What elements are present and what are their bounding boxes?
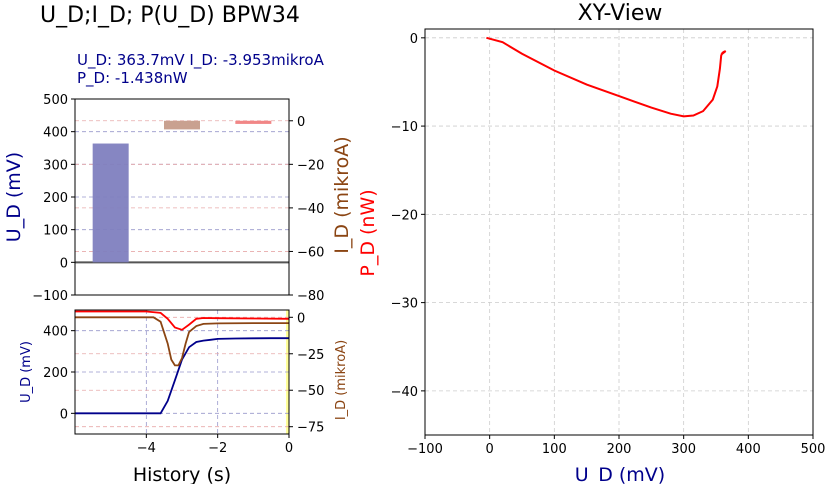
history-grid	[75, 310, 290, 434]
xy-x-tick-label-4: 300	[671, 442, 696, 457]
history-xlabel: History (s)	[133, 464, 231, 484]
xy-x-tick-label-0: −100	[407, 442, 443, 457]
bar-P_D	[235, 120, 272, 124]
history-x-tick-label-1: −2	[208, 441, 227, 456]
bar-left-tick-label-0: −100	[32, 289, 68, 304]
history-left-tick-label-1: 200	[43, 366, 68, 381]
xy-y-ticks: −40 −30 −20 −10 0	[391, 32, 425, 400]
xy-title: XY-View	[578, 1, 663, 26]
history-left-ticks: 0 200 400	[43, 325, 75, 422]
history-lines	[75, 310, 290, 415]
xy-y-tick-label-2: −20	[391, 208, 418, 223]
bar-left-tick-label-4: 300	[43, 158, 68, 173]
bar-right-tick-label-2: −40	[297, 202, 324, 217]
bar-left-tick-label-1: 0	[60, 256, 68, 271]
history-right-tick-label-3: 0	[297, 311, 305, 326]
history-right-tick-label-2: −25	[297, 348, 324, 363]
history-x-tick-label-2: 0	[285, 441, 293, 456]
readout-line2: P_D: -1.438nW	[77, 69, 188, 88]
xy-xlabel: U_D (mV)	[575, 464, 665, 484]
history-line-P_D	[75, 310, 290, 331]
bar-left-tick-label-3: 200	[43, 191, 68, 206]
history-x-ticks: −4 −2 0	[137, 434, 293, 456]
readout-line1: U_D: 363.7mV I_D: -3.953mikroA	[77, 51, 325, 70]
xy-x-tick-label-3: 200	[607, 442, 632, 457]
bar-U_D	[92, 143, 129, 263]
history-chart-panel: −4 −2 0 0 200 400 −75 −50 −25 0 History (s) U_D…	[19, 309, 349, 484]
xy-chart-panel: XY-View −100 0 100 200 300 400 500 −40−30−20−1…	[391, 1, 826, 484]
bar-ylabel-left: U_D (mV)	[3, 152, 25, 242]
xy-y-tick-label-0: −40	[391, 385, 418, 400]
xy-line-0	[486, 36, 727, 118]
history-x-tick-label-0: −4	[137, 441, 156, 456]
bar-left-tick-label-6: 500	[43, 93, 68, 108]
history-left-tick-label-0: 0	[60, 407, 68, 422]
bar-ylabel-right: I_D (mikroA)	[331, 136, 353, 253]
bar-left-ticks: −100 0 100 200 300 400 500	[32, 93, 75, 304]
history-line-I_D	[75, 316, 289, 367]
history-right-tick-label-0: −75	[297, 421, 324, 436]
bar-I_D	[164, 120, 200, 130]
xy-grid	[424, 29, 814, 435]
xy-x-tick-label-2: 100	[542, 442, 567, 457]
history-left-tick-label-2: 400	[43, 325, 68, 340]
bar-right-ticks: −80 −60 −40 −20 0	[289, 115, 324, 304]
xy-x-tick-label-1: 0	[486, 442, 494, 457]
history-right-tick-label-1: −50	[297, 384, 324, 399]
xy-x-ticks: −100 0 100 200 300 400 500	[407, 435, 825, 457]
history-ylabel-right: I_D (mikroA)	[334, 340, 349, 420]
xy-y-tick-label-4: 0	[410, 32, 418, 47]
bar-left-tick-label-5: 400	[43, 126, 68, 141]
bar-right-tick-label-4: 0	[297, 115, 305, 130]
bar-chart-panel: −100 0 100 200 300 400 500 −80 −60 −40 −20 0 U_D (…	[3, 93, 379, 304]
xy-y-tick-label-3: −10	[391, 120, 418, 135]
bar-ylabel-right2: P_D (nW)	[357, 189, 379, 276]
xy-y-tick-label-1: −30	[391, 297, 418, 312]
bar-marks	[92, 120, 272, 263]
xy-lines	[486, 36, 727, 118]
history-line-U_D	[75, 337, 289, 415]
history-ylabel-left: U_D (mV)	[19, 341, 34, 403]
left-title: U_D;I_D; P(U_D) BPW34	[40, 3, 300, 28]
history-right-ticks: −75 −50 −25 0	[289, 311, 324, 436]
bar-right-tick-label-0: −80	[297, 289, 324, 304]
bar-left-tick-label-2: 100	[43, 224, 68, 239]
bar-right-tick-label-3: −20	[297, 158, 324, 173]
bar-right-tick-label-1: −60	[297, 245, 324, 260]
xy-x-tick-label-5: 400	[736, 442, 761, 457]
xy-x-tick-label-6: 500	[801, 442, 826, 457]
